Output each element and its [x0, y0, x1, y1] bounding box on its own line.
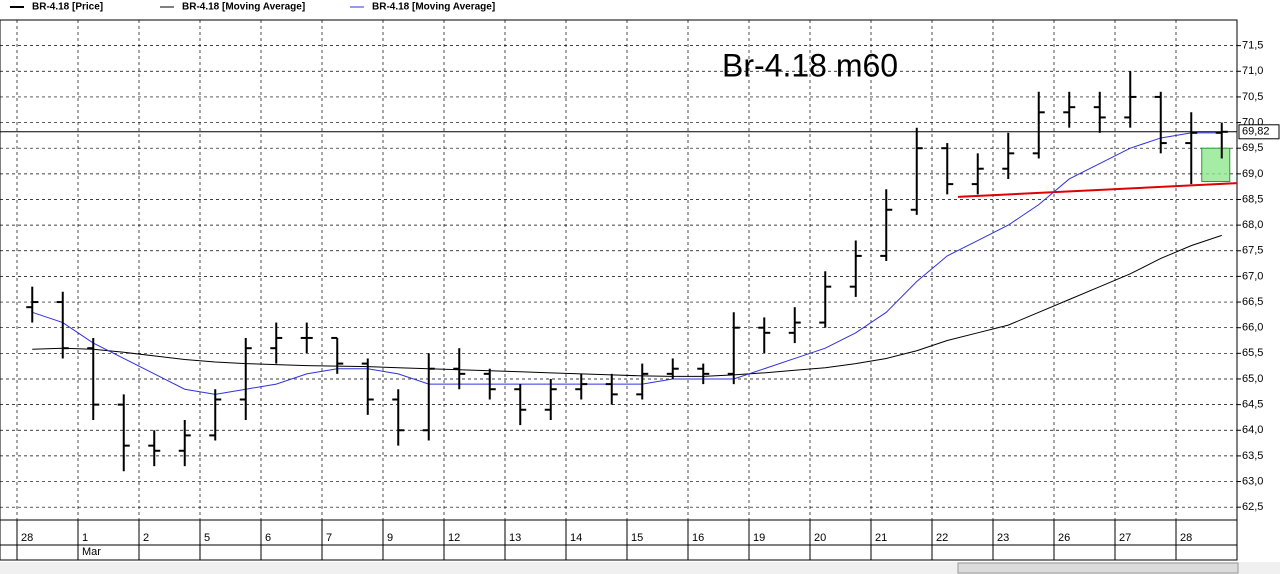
legend-label: BR-4.18 [Moving Average]	[182, 2, 305, 13]
y-tick-label: 67,5	[1242, 245, 1263, 257]
x-tick-label: 23	[997, 532, 1009, 544]
x-tick-label: 6	[265, 532, 271, 544]
y-tick-label: 64,5	[1242, 399, 1263, 411]
y-tick-label: 71,0	[1242, 65, 1263, 77]
x-tick-label: 7	[326, 532, 332, 544]
trendline	[957, 182, 1238, 198]
x-tick-label: 13	[509, 532, 521, 544]
last-price-label: 69,82	[1242, 126, 1270, 138]
x-axis-area	[0, 519, 1238, 561]
y-tick-label: 68,0	[1242, 219, 1263, 231]
y-tick-label: 70,5	[1242, 91, 1263, 103]
x-tick-label: 27	[1119, 532, 1131, 544]
y-tick-label: 67,0	[1242, 270, 1263, 282]
legend-label: BR-4.18 [Moving Average]	[372, 2, 495, 13]
y-tick-label: 62,5	[1242, 501, 1263, 513]
y-tick-label: 64,0	[1242, 424, 1263, 436]
x-tick-label: 26	[1058, 532, 1070, 544]
y-tick-label: 66,0	[1242, 322, 1263, 334]
month-label: Mar	[82, 546, 101, 558]
x-tick-label: 2	[143, 532, 149, 544]
x-tick-label: 20	[814, 532, 826, 544]
legend: BR-4.18 [Price] BR-4.18 [Moving Average] B…	[10, 2, 495, 13]
x-tick-label: 14	[570, 532, 582, 544]
y-tick-label: 65,0	[1242, 373, 1263, 385]
x-tick-label: 12	[448, 532, 460, 544]
x-tick-label: 22	[936, 532, 948, 544]
y-tick-label: 69,5	[1242, 142, 1263, 154]
moving-average	[32, 234, 1222, 377]
highlight-box	[1201, 147, 1231, 183]
y-tick-label: 63,5	[1242, 450, 1263, 462]
plot-frame	[0, 19, 1238, 521]
x-tick-label: 15	[631, 532, 643, 544]
y-tick-label: 65,5	[1242, 347, 1263, 359]
x-tick-label: 1	[82, 532, 88, 544]
y-tick-label: 69,0	[1242, 168, 1263, 180]
legend-label: BR-4.18 [Price]	[32, 2, 103, 13]
x-tick-label: 5	[204, 532, 210, 544]
x-tick-label: 16	[692, 532, 704, 544]
moving-average	[32, 132, 1222, 395]
x-tick-label: 21	[875, 532, 887, 544]
scroll-thumb[interactable]	[957, 562, 1239, 574]
x-tick-label: 28	[21, 532, 33, 544]
y-tick-label: 63,0	[1242, 475, 1263, 487]
x-tick-label: 28	[1180, 532, 1192, 544]
y-tick-label: 71,5	[1242, 40, 1263, 52]
y-tick-label: 66,5	[1242, 296, 1263, 308]
chart-annotation: Br-4.18 m60	[722, 47, 898, 83]
x-tick-label: 19	[753, 532, 765, 544]
y-tick-label: 68,5	[1242, 193, 1263, 205]
last-price-box	[1238, 124, 1280, 140]
x-tick-label: 9	[387, 532, 393, 544]
